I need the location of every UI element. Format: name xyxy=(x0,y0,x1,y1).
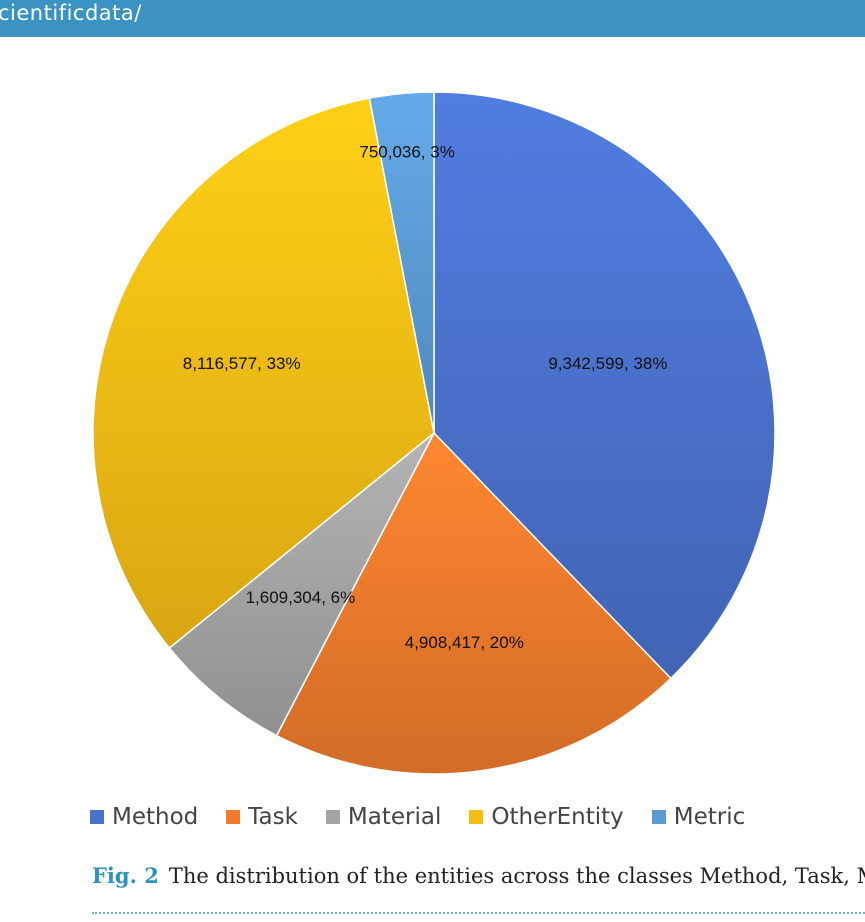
figure-caption-label: Fig. 2 xyxy=(92,863,159,888)
legend-label-material: Material xyxy=(347,804,442,830)
legend-item-material: Material xyxy=(325,804,442,830)
legend-swatch-metric xyxy=(651,810,666,824)
slice-label-task: 4,908,417, 20% xyxy=(405,633,524,652)
chart-legend: Method Task Material OtherEntity Metric xyxy=(90,800,773,834)
figure-caption-text: The distribution of the entities across … xyxy=(168,864,865,888)
legend-label-method: Method xyxy=(112,804,199,830)
pie-chart: 9,342,599, 38% 4,908,417, 20% 1,609,304, 6… xyxy=(92,91,776,775)
slice-label-metric: 750,036, 3% xyxy=(359,142,454,161)
dotted-divider xyxy=(92,912,865,914)
legend-swatch-method xyxy=(90,810,104,824)
pie-slice-method xyxy=(433,91,776,680)
pie-slice-metric xyxy=(368,91,435,434)
pie-slice-otherentity xyxy=(92,97,435,650)
slice-label-otherentity: 8,116,577, 33% xyxy=(183,354,301,373)
legend-label-metric: Metric xyxy=(673,804,746,830)
slice-label-material: 1,609,304, 6% xyxy=(246,588,356,607)
legend-label-task: Task xyxy=(248,804,298,830)
journal-header-bar: cientificdata/ xyxy=(0,0,865,37)
legend-item-metric: Metric xyxy=(651,804,746,830)
pie-slice-material xyxy=(168,432,435,737)
slice-label-method: 9,342,599, 38% xyxy=(548,354,667,373)
legend-swatch-otherentity xyxy=(469,810,484,824)
legend-item-method: Method xyxy=(90,804,198,830)
legend-label-otherentity: OtherEntity xyxy=(491,804,624,830)
figure-caption: Fig. 2 The distribution of the entities a… xyxy=(92,863,865,888)
journal-header-text: cientificdata/ xyxy=(0,1,142,25)
legend-swatch-material xyxy=(325,810,340,824)
legend-item-otherentity: OtherEntity xyxy=(469,804,624,830)
legend-item-task: Task xyxy=(226,804,298,830)
pie-slice-task xyxy=(275,431,672,775)
legend-swatch-task xyxy=(226,810,241,824)
